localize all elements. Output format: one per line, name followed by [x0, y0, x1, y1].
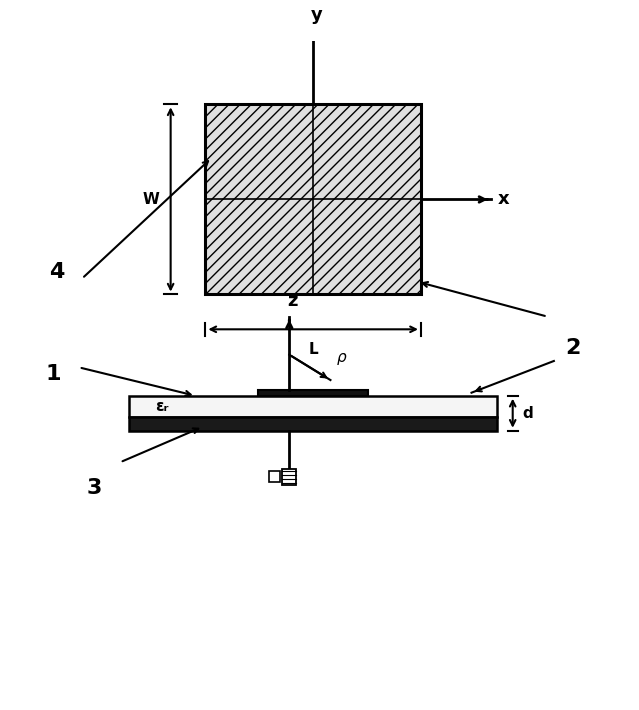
Text: 4: 4	[49, 262, 65, 283]
Text: εᵣ: εᵣ	[155, 399, 168, 414]
Text: L: L	[309, 342, 318, 357]
Text: ρ: ρ	[337, 350, 346, 366]
Text: 3: 3	[87, 478, 102, 498]
Text: x: x	[498, 190, 510, 209]
Bar	[258, 390, 368, 395]
Text: 2: 2	[565, 339, 581, 359]
Bar	[282, 469, 296, 484]
Bar	[206, 104, 421, 295]
Bar	[130, 395, 497, 417]
Text: d: d	[522, 405, 533, 421]
Bar	[269, 471, 281, 482]
Text: W: W	[142, 192, 159, 207]
Bar	[130, 417, 497, 431]
Text: 1: 1	[46, 364, 61, 383]
Text: z: z	[287, 293, 298, 310]
Text: y: y	[311, 6, 322, 24]
